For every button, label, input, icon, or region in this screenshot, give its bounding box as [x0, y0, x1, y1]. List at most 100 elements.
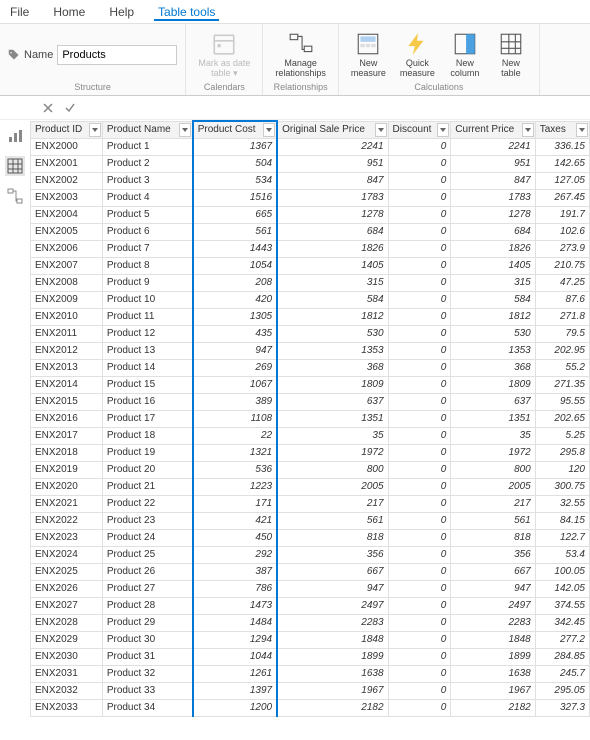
table-cell[interactable]: 284.85 [535, 648, 589, 665]
table-cell[interactable]: 171 [193, 495, 277, 512]
table-cell[interactable]: 127.05 [535, 172, 589, 189]
table-cell[interactable]: 0 [388, 206, 451, 223]
table-cell[interactable]: 277.2 [535, 631, 589, 648]
table-cell[interactable]: 536 [193, 461, 277, 478]
table-cell[interactable]: 1972 [451, 444, 535, 461]
filter-button[interactable] [375, 123, 387, 137]
table-cell[interactable]: 202.95 [535, 342, 589, 359]
table-row[interactable]: ENX2021Product 22171217021732.55 [31, 495, 590, 512]
table-cell[interactable]: Product 21 [102, 478, 192, 495]
table-cell[interactable]: 269 [193, 359, 277, 376]
table-cell[interactable]: 368 [451, 359, 535, 376]
table-cell[interactable]: 1261 [193, 665, 277, 682]
table-cell[interactable]: 1397 [193, 682, 277, 699]
table-cell[interactable]: ENX2005 [31, 223, 103, 240]
table-cell[interactable]: 561 [193, 223, 277, 240]
column-header[interactable]: Product ID [31, 121, 103, 138]
table-cell[interactable]: 217 [277, 495, 388, 512]
table-row[interactable]: ENX2018Product 191321197201972295.8 [31, 444, 590, 461]
table-cell[interactable]: 122.7 [535, 529, 589, 546]
table-cell[interactable]: 32.55 [535, 495, 589, 512]
column-header[interactable]: Product Cost [193, 121, 277, 138]
table-cell[interactable]: Product 4 [102, 189, 192, 206]
table-row[interactable]: ENX2032Product 331397196701967295.05 [31, 682, 590, 699]
table-cell[interactable]: Product 2 [102, 155, 192, 172]
table-row[interactable]: ENX2022Product 23421561056184.15 [31, 512, 590, 529]
table-cell[interactable]: ENX2032 [31, 682, 103, 699]
table-cell[interactable]: 0 [388, 512, 451, 529]
table-cell[interactable]: 95.55 [535, 393, 589, 410]
table-cell[interactable]: 947 [451, 580, 535, 597]
table-cell[interactable]: 1353 [451, 342, 535, 359]
table-cell[interactable]: 1638 [277, 665, 388, 682]
table-row[interactable]: ENX2016Product 171108135101351202.65 [31, 410, 590, 427]
table-cell[interactable]: ENX2017 [31, 427, 103, 444]
table-row[interactable]: ENX2014Product 151067180901809271.35 [31, 376, 590, 393]
table-cell[interactable]: 1967 [277, 682, 388, 699]
table-cell[interactable]: 0 [388, 274, 451, 291]
table-cell[interactable]: Product 33 [102, 682, 192, 699]
table-cell[interactable]: 1516 [193, 189, 277, 206]
table-cell[interactable]: 327.3 [535, 699, 589, 716]
table-row[interactable]: ENX2024Product 25292356035653.4 [31, 546, 590, 563]
table-cell[interactable]: 1044 [193, 648, 277, 665]
table-cell[interactable]: Product 31 [102, 648, 192, 665]
table-cell[interactable]: 273.9 [535, 240, 589, 257]
table-cell[interactable]: Product 6 [102, 223, 192, 240]
table-cell[interactable]: 356 [277, 546, 388, 563]
table-cell[interactable]: 35 [277, 427, 388, 444]
table-row[interactable]: ENX2013Product 14269368036855.2 [31, 359, 590, 376]
table-cell[interactable]: Product 15 [102, 376, 192, 393]
table-cell[interactable]: 1278 [277, 206, 388, 223]
table-cell[interactable]: Product 28 [102, 597, 192, 614]
table-cell[interactable]: Product 34 [102, 699, 192, 716]
table-cell[interactable]: 1278 [451, 206, 535, 223]
commit-formula-button[interactable] [62, 100, 78, 116]
table-cell[interactable]: ENX2014 [31, 376, 103, 393]
table-cell[interactable]: Product 23 [102, 512, 192, 529]
table-cell[interactable]: ENX2013 [31, 359, 103, 376]
table-row[interactable]: ENX2011Product 12435530053079.5 [31, 325, 590, 342]
table-cell[interactable]: 2005 [451, 478, 535, 495]
table-cell[interactable]: Product 27 [102, 580, 192, 597]
table-cell[interactable]: 0 [388, 546, 451, 563]
table-cell[interactable]: 1353 [277, 342, 388, 359]
table-cell[interactable]: 2283 [277, 614, 388, 631]
table-cell[interactable]: 1067 [193, 376, 277, 393]
column-header[interactable]: Taxes [535, 121, 589, 138]
table-cell[interactable]: 584 [451, 291, 535, 308]
menu-file[interactable]: File [6, 3, 33, 21]
table-cell[interactable]: 102.6 [535, 223, 589, 240]
table-cell[interactable]: 847 [277, 172, 388, 189]
new-column-button[interactable]: Newcolumn [445, 29, 485, 81]
table-cell[interactable]: Product 22 [102, 495, 192, 512]
table-cell[interactable]: 2283 [451, 614, 535, 631]
table-cell[interactable]: 2497 [277, 597, 388, 614]
mark-as-date-button[interactable]: Mark as datetable ▾ [194, 29, 254, 81]
table-row[interactable]: ENX2009Product 10420584058487.6 [31, 291, 590, 308]
table-cell[interactable]: 0 [388, 495, 451, 512]
table-cell[interactable]: 0 [388, 631, 451, 648]
table-cell[interactable]: ENX2028 [31, 614, 103, 631]
table-cell[interactable]: Product 8 [102, 257, 192, 274]
table-cell[interactable]: 1351 [277, 410, 388, 427]
table-cell[interactable]: Product 26 [102, 563, 192, 580]
table-cell[interactable]: 208 [193, 274, 277, 291]
table-cell[interactable]: 55.2 [535, 359, 589, 376]
table-cell[interactable]: 368 [277, 359, 388, 376]
filter-button[interactable] [522, 123, 534, 137]
table-cell[interactable]: 1826 [277, 240, 388, 257]
table-row[interactable]: ENX2027Product 281473249702497374.55 [31, 597, 590, 614]
table-cell[interactable]: 0 [388, 461, 451, 478]
table-cell[interactable]: 1484 [193, 614, 277, 631]
table-cell[interactable]: 1200 [193, 699, 277, 716]
table-cell[interactable]: 1638 [451, 665, 535, 682]
table-cell[interactable]: ENX2009 [31, 291, 103, 308]
table-cell[interactable]: 0 [388, 223, 451, 240]
table-cell[interactable]: 84.15 [535, 512, 589, 529]
table-cell[interactable]: ENX2006 [31, 240, 103, 257]
table-row[interactable]: ENX2010Product 111305181201812271.8 [31, 308, 590, 325]
table-cell[interactable]: 667 [277, 563, 388, 580]
table-cell[interactable]: Product 29 [102, 614, 192, 631]
manage-relationships-button[interactable]: Managerelationships [271, 29, 330, 81]
